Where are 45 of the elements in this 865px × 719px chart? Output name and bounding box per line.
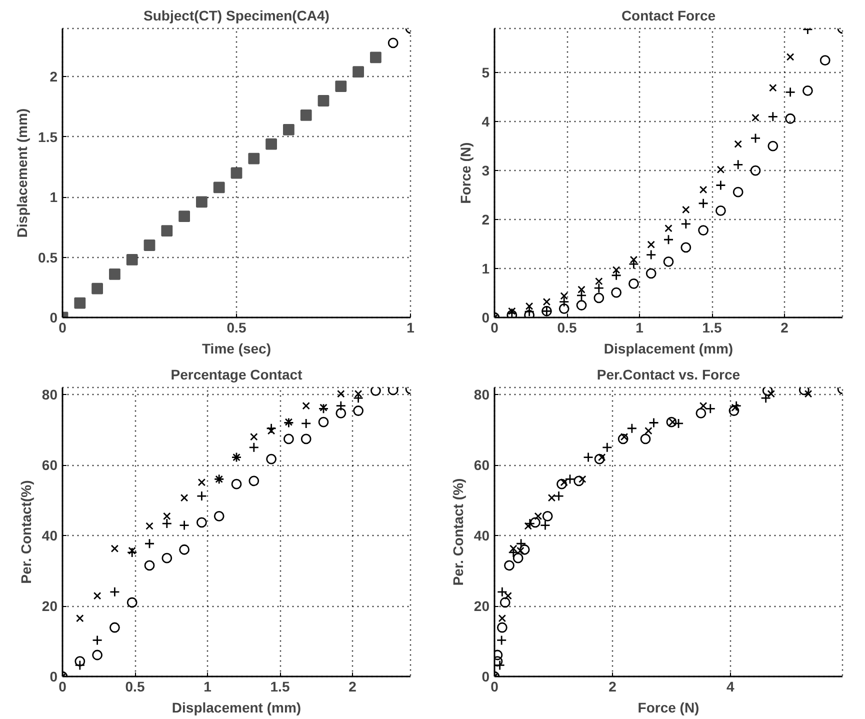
x-tick-label: 4 (726, 678, 735, 694)
y-tick-label: 3 (482, 162, 490, 179)
x-tick-label: 2 (780, 320, 789, 336)
y-tick-label: 2 (482, 212, 490, 228)
y-tick-label: 0.5 (38, 249, 58, 266)
y-tick-label: 40 (474, 528, 490, 544)
y-tick-label: 4 (482, 114, 490, 130)
x-axis-title: Displacement (mm) (604, 340, 734, 356)
x-axis-title: Force (N) (638, 700, 700, 716)
y-tick-label: 1 (482, 260, 490, 277)
x-tick-label: 0.5 (557, 320, 577, 336)
x-tick-label: 0.5 (226, 320, 246, 336)
y-tick-label: 40 (42, 528, 58, 544)
y-tick-label: 2 (50, 68, 58, 85)
y-tick-label: 5 (482, 64, 490, 81)
x-tick-label: 1.5 (702, 320, 722, 336)
x-axis-title: Time (sec) (202, 340, 271, 356)
y-tick-label: 80 (42, 386, 58, 403)
x-tick-label: 2 (348, 678, 357, 694)
x-tick-label: 1.5 (270, 678, 290, 694)
chart-title: Per.Contact vs. Force (596, 366, 740, 382)
y-tick-label: 80 (474, 386, 490, 403)
chart-title: Contact Force (621, 8, 716, 24)
y-tick-label: 0 (482, 668, 490, 684)
y-tick-label: 0 (482, 310, 490, 326)
y-tick-label: 20 (42, 598, 58, 614)
y-axis-title: Per. Contact (%) (450, 478, 466, 586)
x-tick-label: 0.5 (125, 678, 145, 694)
y-tick-label: 0 (50, 310, 58, 326)
y-axis-title: Force (N) (458, 142, 474, 204)
chart-title: Subject(CT) Specimen(CA4) (144, 8, 330, 24)
y-tick-label: 1 (50, 189, 58, 206)
y-tick-label: 60 (42, 457, 58, 474)
y-tick-label: 0 (50, 668, 58, 684)
x-tick-label: 1 (204, 678, 212, 694)
x-tick-label: 1 (636, 320, 644, 336)
x-tick-label: 1 (406, 320, 415, 336)
y-tick-label: 1.5 (38, 128, 58, 145)
x-axis-title: Displacement (mm) (172, 700, 302, 716)
y-axis-title: Displacement (mm) (14, 108, 30, 238)
y-axis-title: Per. Contact(%) (18, 480, 34, 584)
y-tick-label: 20 (474, 598, 490, 614)
chart-title: Percentage Contact (170, 366, 303, 382)
x-tick-label: 2 (608, 678, 617, 694)
y-tick-label: 60 (474, 457, 490, 474)
